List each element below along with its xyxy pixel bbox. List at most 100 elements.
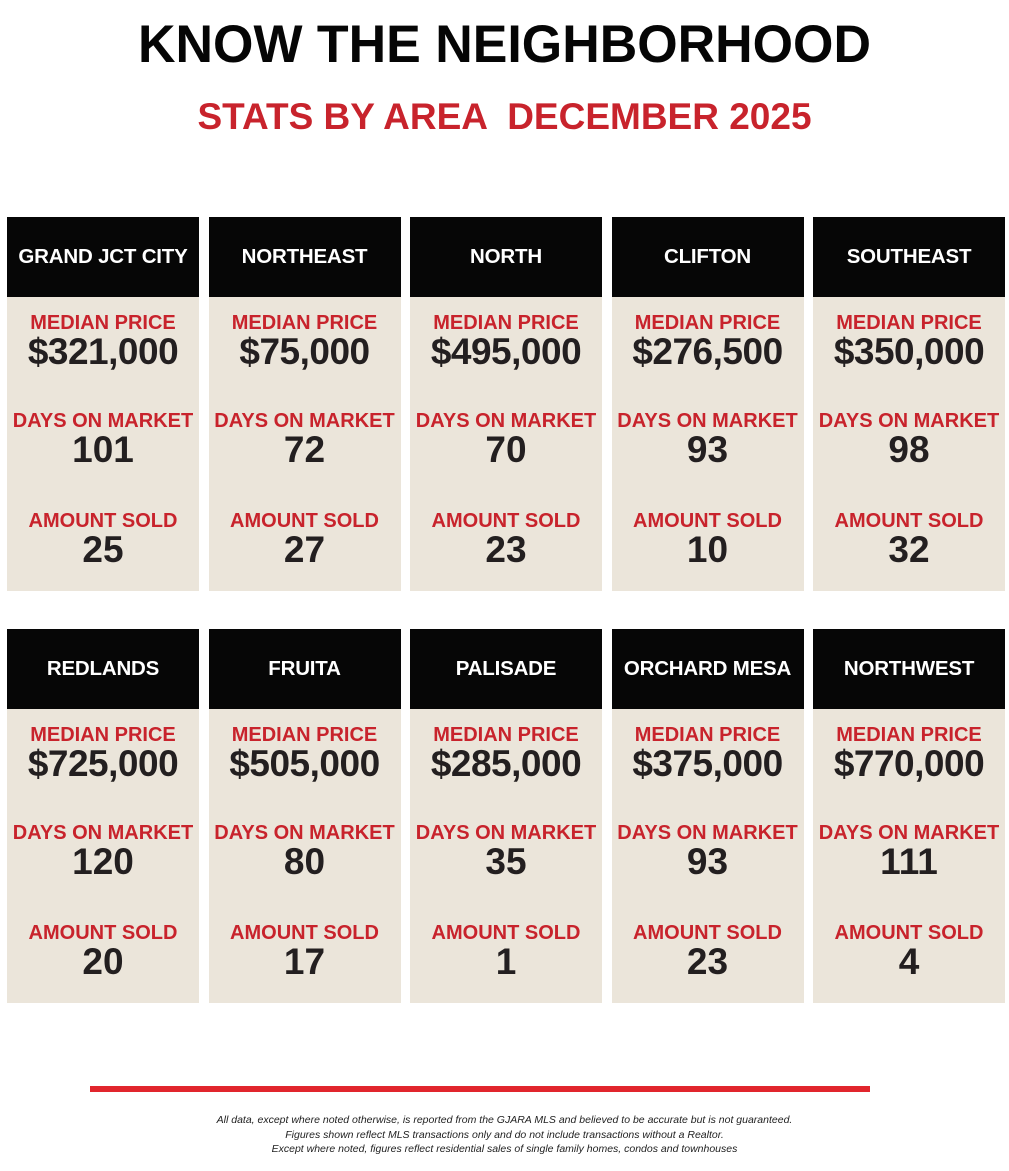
days-on-market-value: 70 — [485, 429, 527, 470]
median-price-label: MEDIAN PRICE — [231, 312, 378, 334]
median-price-stat: MEDIAN PRICE $321,000 — [7, 312, 199, 370]
amount-sold-stat: AMOUNT SOLD 17 — [209, 922, 401, 980]
amount-sold-value: 10 — [686, 529, 729, 570]
median-price-label: MEDIAN PRICE — [433, 312, 579, 334]
amount-sold-stat: AMOUNT SOLD 23 — [612, 922, 804, 980]
amount-sold-label: AMOUNT SOLD — [834, 510, 984, 532]
amount-sold-stat: AMOUNT SOLD 25 — [7, 510, 199, 568]
amount-sold-value: 32 — [888, 529, 930, 570]
median-price-value: $321,000 — [27, 331, 179, 372]
days-on-market-stat: DAYS ON MARKET 70 — [410, 410, 602, 468]
amount-sold-stat: AMOUNT SOLD 23 — [410, 510, 602, 568]
median-price-value: $495,000 — [430, 331, 582, 372]
days-on-market-stat: DAYS ON MARKET 111 — [813, 822, 1005, 880]
median-price-label: MEDIAN PRICE — [634, 724, 781, 746]
median-price-stat: MEDIAN PRICE $505,000 — [209, 724, 401, 782]
area-name: REDLANDS — [7, 629, 199, 709]
median-price-value: $276,500 — [632, 331, 783, 372]
amount-sold-value: 23 — [485, 529, 527, 570]
amount-sold-label: AMOUNT SOLD — [230, 510, 379, 532]
amount-sold-label: AMOUNT SOLD — [633, 510, 782, 532]
days-on-market-value: 80 — [283, 841, 326, 882]
median-price-label: MEDIAN PRICE — [30, 724, 176, 746]
amount-sold-value: 1 — [495, 941, 517, 982]
days-on-market-stat: DAYS ON MARKET 35 — [410, 822, 602, 880]
amount-sold-value: 4 — [898, 941, 920, 982]
amount-sold-stat: AMOUNT SOLD 20 — [7, 922, 199, 980]
amount-sold-label: AMOUNT SOLD — [28, 922, 178, 944]
days-on-market-label: DAYS ON MARKET — [415, 822, 597, 844]
disclaimer-line: All data, except where noted otherwise, … — [216, 1114, 793, 1126]
median-price-value: $75,000 — [239, 331, 370, 372]
days-on-market-stat: DAYS ON MARKET 93 — [612, 410, 804, 468]
amount-sold-value: 17 — [283, 941, 326, 982]
area-card: NORTHEAST MEDIAN PRICE $75,000 DAYS ON M… — [208, 217, 401, 591]
median-price-stat: MEDIAN PRICE $276,500 — [612, 312, 804, 370]
days-on-market-value: 120 — [72, 841, 134, 882]
days-on-market-label: DAYS ON MARKET — [12, 410, 194, 432]
amount-sold-value: 25 — [82, 529, 124, 570]
area-name: PALISADE — [410, 629, 602, 709]
days-on-market-value: 72 — [283, 429, 326, 470]
area-card: GRAND JCT CITY MEDIAN PRICE $321,000 DAY… — [7, 217, 199, 591]
days-on-market-label: DAYS ON MARKET — [818, 822, 1000, 844]
days-on-market-value: 35 — [485, 841, 527, 882]
amount-sold-value: 20 — [82, 941, 124, 982]
median-price-label: MEDIAN PRICE — [231, 724, 378, 746]
amount-sold-label: AMOUNT SOLD — [431, 922, 581, 944]
amount-sold-value: 23 — [686, 941, 729, 982]
area-name: SOUTHEAST — [813, 217, 1005, 297]
days-on-market-stat: DAYS ON MARKET 98 — [813, 410, 1005, 468]
area-name: NORTHWEST — [813, 629, 1005, 709]
amount-sold-stat: AMOUNT SOLD 27 — [209, 510, 401, 568]
page-subtitle: STATS BY AREA DECEMBER 2025 — [197, 96, 812, 137]
median-price-value: $350,000 — [833, 331, 985, 372]
amount-sold-stat: AMOUNT SOLD 32 — [813, 510, 1005, 568]
area-name: GRAND JCT CITY — [7, 217, 199, 297]
area-name: ORCHARD MESA — [611, 629, 804, 709]
days-on-market-value: 93 — [686, 429, 729, 470]
median-price-label: MEDIAN PRICE — [836, 724, 982, 746]
days-on-market-value: 98 — [888, 429, 930, 470]
median-price-stat: MEDIAN PRICE $495,000 — [410, 312, 602, 370]
area-card: SOUTHEAST MEDIAN PRICE $350,000 DAYS ON … — [813, 217, 1005, 591]
median-price-label: MEDIAN PRICE — [634, 312, 781, 334]
area-name: FRUITA — [208, 629, 401, 709]
days-on-market-label: DAYS ON MARKET — [617, 410, 798, 432]
amount-sold-label: AMOUNT SOLD — [834, 922, 984, 944]
area-card: REDLANDS MEDIAN PRICE $725,000 DAYS ON M… — [7, 629, 199, 1003]
median-price-label: MEDIAN PRICE — [30, 312, 176, 334]
days-on-market-stat: DAYS ON MARKET 120 — [7, 822, 199, 880]
median-price-stat: MEDIAN PRICE $350,000 — [813, 312, 1005, 370]
area-card: ORCHARD MESA MEDIAN PRICE $375,000 DAYS … — [611, 629, 804, 1003]
median-price-value: $285,000 — [430, 743, 582, 784]
area-card: FRUITA MEDIAN PRICE $505,000 DAYS ON MAR… — [208, 629, 401, 1003]
amount-sold-stat: AMOUNT SOLD 4 — [813, 922, 1005, 980]
days-on-market-label: DAYS ON MARKET — [214, 822, 395, 844]
median-price-stat: MEDIAN PRICE $285,000 — [410, 724, 602, 782]
area-card: CLIFTON MEDIAN PRICE $276,500 DAYS ON MA… — [611, 217, 804, 591]
amount-sold-label: AMOUNT SOLD — [633, 922, 782, 944]
median-price-value: $375,000 — [632, 743, 783, 784]
median-price-label: MEDIAN PRICE — [433, 724, 579, 746]
days-on-market-label: DAYS ON MARKET — [617, 822, 798, 844]
area-card: NORTH MEDIAN PRICE $495,000 DAYS ON MARK… — [410, 217, 602, 591]
median-price-stat: MEDIAN PRICE $75,000 — [209, 312, 401, 370]
median-price-value: $725,000 — [27, 743, 179, 784]
median-price-stat: MEDIAN PRICE $375,000 — [612, 724, 804, 782]
area-name: CLIFTON — [611, 217, 804, 297]
area-card: NORTHWEST MEDIAN PRICE $770,000 DAYS ON … — [813, 629, 1005, 1003]
page-title: KNOW THE NEIGHBORHOOD — [138, 15, 871, 74]
amount-sold-label: AMOUNT SOLD — [28, 510, 178, 532]
median-price-label: MEDIAN PRICE — [836, 312, 982, 334]
area-name: NORTH — [410, 217, 602, 297]
footer-divider — [90, 1086, 870, 1092]
days-on-market-stat: DAYS ON MARKET 72 — [209, 410, 401, 468]
disclaimer-line: Except where noted, figures reflect resi… — [271, 1143, 738, 1155]
days-on-market-label: DAYS ON MARKET — [214, 410, 395, 432]
median-price-value: $770,000 — [833, 743, 985, 784]
amount-sold-value: 27 — [283, 529, 326, 570]
area-card: PALISADE MEDIAN PRICE $285,000 DAYS ON M… — [410, 629, 602, 1003]
area-stats-grid: GRAND JCT CITY MEDIAN PRICE $321,000 DAY… — [7, 217, 1005, 1003]
amount-sold-label: AMOUNT SOLD — [230, 922, 379, 944]
